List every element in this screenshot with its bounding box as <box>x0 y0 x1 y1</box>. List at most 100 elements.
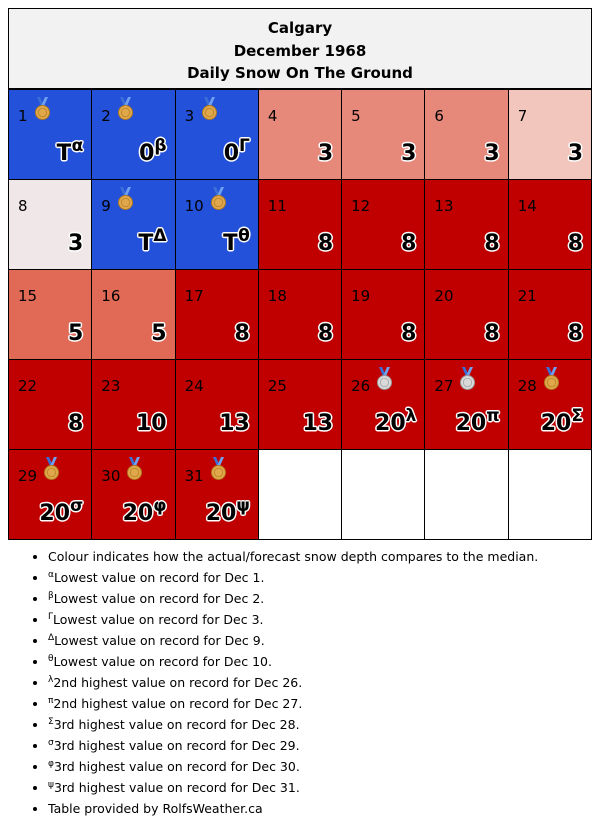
day-number: 4 <box>267 107 278 125</box>
footnote-text: 2nd highest value on record for Dec 26. <box>53 675 303 690</box>
footnote-item: ψ3rd highest value on record for Dec 31. <box>48 777 538 798</box>
empty-cell <box>507 449 593 540</box>
snow-depth-value: 13 <box>302 411 334 436</box>
footnote-symbol: φ <box>48 759 54 769</box>
snow-depth-value: 8 <box>484 231 500 256</box>
day-number: 23 <box>101 377 121 395</box>
day-number: 27 <box>434 377 454 395</box>
footnote-symbol: ψ <box>48 780 54 790</box>
snow-depth-value: 8 <box>67 411 84 436</box>
snow-depth-value: Tα <box>56 136 84 167</box>
footnotes-list: Colour indicates how the actual/forecast… <box>8 546 538 819</box>
empty-cell <box>424 449 509 540</box>
footnote-marker: θ <box>238 226 250 246</box>
day-cell: 15 5 <box>7 269 93 360</box>
footnote-item: ΔLowest value on record for Dec 9. <box>48 630 538 651</box>
day-number: 5 <box>351 107 361 125</box>
bronze-medal-icon <box>35 97 50 120</box>
footnote-text: Lowest value on record for Dec 2. <box>53 591 265 606</box>
day-number: 28 <box>517 377 537 395</box>
footnote-symbol: Γ <box>48 612 54 622</box>
snow-depth-value: 20ψ <box>205 496 250 527</box>
footnote-item: ΓLowest value on record for Dec 3. <box>48 609 538 630</box>
footnote-text: Lowest value on record for Dec 10. <box>53 654 272 669</box>
footnote-text: Lowest value on record for Dec 1. <box>53 570 265 585</box>
footnote-marker: φ <box>153 496 167 516</box>
day-number: 13 <box>434 197 454 215</box>
day-number: 18 <box>267 287 287 305</box>
bronze-medal-icon <box>118 97 134 120</box>
day-number: 2 <box>101 107 111 125</box>
footnote-marker: α <box>71 136 84 156</box>
footnote-symbol: θ <box>48 654 54 664</box>
snow-depth-value: 3 <box>317 141 334 166</box>
snow-depth-value: Tθ <box>223 226 250 257</box>
day-number: 14 <box>517 197 537 215</box>
day-cell: 23 10 <box>91 359 176 450</box>
snow-depth-value: 5 <box>67 321 84 346</box>
day-number: 20 <box>434 287 454 305</box>
day-number: 25 <box>267 377 287 395</box>
day-cell: 30 20φ <box>91 449 176 540</box>
day-cell: 12 8 <box>341 179 426 270</box>
week-row: 8 3 9 TΔ 10 Tθ 11 8 12 8 13 8 14 8 <box>7 179 593 270</box>
day-number: 3 <box>184 107 195 125</box>
day-number: 24 <box>184 377 204 395</box>
day-cell: 20 8 <box>424 269 509 360</box>
footnote-text: 3rd highest value on record for Dec 29. <box>53 738 300 753</box>
day-number: 9 <box>101 197 111 215</box>
footnote-text: 3rd highest value on record for Dec 31. <box>53 780 300 795</box>
day-number: 21 <box>517 287 537 305</box>
day-cell: 19 8 <box>341 269 426 360</box>
day-cell: 3 0Γ <box>174 89 259 180</box>
day-cell: 29 20σ <box>7 449 93 540</box>
snow-depth-value: 8 <box>567 321 583 346</box>
footnote-marker: Γ <box>239 136 250 156</box>
snow-depth-value: 20φ <box>122 496 167 527</box>
snow-depth-value: 5 <box>151 321 167 346</box>
day-cell: 24 13 <box>174 359 259 450</box>
day-number: 26 <box>351 377 371 395</box>
bronze-medal-icon <box>44 457 59 480</box>
snow-depth-value: 20Σ <box>540 406 583 437</box>
footnote-marker: σ <box>70 496 84 516</box>
day-number: 7 <box>517 107 528 125</box>
calendar: Calgary December 1968 Daily Snow On The … <box>7 8 593 540</box>
footnote-item: αLowest value on record for Dec 1. <box>48 567 538 588</box>
footnote-item: σ3rd highest value on record for Dec 29. <box>48 735 538 756</box>
day-number: 22 <box>18 377 38 395</box>
empty-cell <box>341 449 426 540</box>
footnote-symbol: Σ <box>48 717 54 727</box>
week-row: 1 Tα 2 0β 3 0Γ 4 3 5 3 6 3 7 3 <box>7 89 593 180</box>
footnote-text: Table provided by RolfsWeather.ca <box>48 801 263 816</box>
snow-depth-value: 8 <box>401 231 417 256</box>
day-cell: 18 8 <box>257 269 343 360</box>
day-cell: 26 20λ <box>341 359 426 450</box>
snow-depth-value: 3 <box>567 141 583 166</box>
footnote-marker: β <box>154 136 167 156</box>
city-title: Calgary <box>267 19 333 37</box>
footnote-text: Colour indicates how the actual/forecast… <box>48 549 539 564</box>
bronze-medal-icon <box>118 187 134 210</box>
footnote-item: π2nd highest value on record for Dec 27. <box>48 693 538 714</box>
snow-depth-value: 0β <box>139 136 167 167</box>
footnote-text: Lowest value on record for Dec 3. <box>53 612 264 627</box>
day-cell: 14 8 <box>507 179 593 270</box>
snow-depth-value: 10 <box>135 411 167 436</box>
bronze-medal-icon <box>210 457 226 480</box>
day-cell: 2 0β <box>91 89 176 180</box>
footnote-item: θLowest value on record for Dec 10. <box>48 651 538 672</box>
day-number: 10 <box>184 197 204 215</box>
silver-medal-icon <box>460 367 476 390</box>
snow-depth-value: 3 <box>401 141 417 166</box>
day-cell: 31 20ψ <box>174 449 259 540</box>
day-number: 6 <box>434 107 444 125</box>
snow-depth-value: 8 <box>317 321 334 346</box>
footnote-text: 2nd highest value on record for Dec 27. <box>53 696 303 711</box>
day-number: 31 <box>184 467 204 485</box>
snow-depth-value: 20λ <box>375 406 417 437</box>
